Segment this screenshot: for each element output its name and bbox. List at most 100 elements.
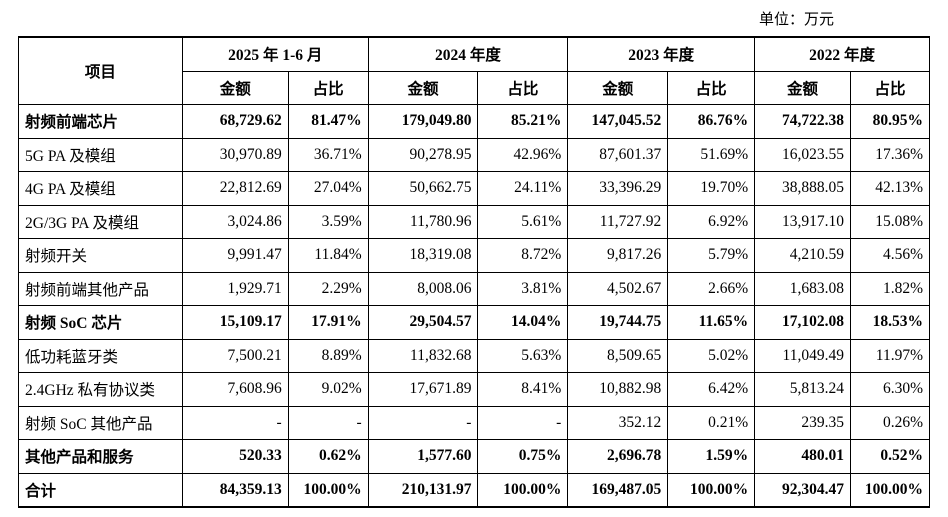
table-header: 项目 2025 年 1-6 月 2024 年度 2023 年度 2022 年度 金额占… [18, 36, 931, 105]
cell: 11.65% [667, 305, 756, 340]
row-label: 射频开关 [18, 238, 183, 273]
cell: 19,744.75 [567, 305, 669, 340]
cell: 17.36% [849, 137, 931, 172]
cell: 17.91% [287, 305, 369, 340]
cell: 19.70% [667, 171, 756, 206]
cell: 179,049.80 [367, 104, 479, 139]
cell: 51.69% [667, 137, 756, 172]
cell: 15,109.17 [181, 305, 289, 340]
cell: 85.21% [477, 104, 569, 139]
cell: 1.59% [667, 439, 756, 474]
cell: 9,991.47 [181, 238, 289, 273]
cell: 100.00% [849, 472, 931, 508]
header-row: 金额 占比 金额 占比 金额 占比 金额 占比 [19, 70, 931, 105]
row-label: 合计 [18, 472, 183, 508]
column-header: 占比 [849, 70, 931, 105]
unit-note: 单位：万元 [758, 12, 834, 28]
table-row: 射频前端芯片 68,729.62 81.47% 179,049.80 85.21% 147… [18, 104, 931, 139]
cell: 0.52% [849, 439, 931, 474]
cell: 90,278.95 [367, 137, 479, 172]
cell: - [367, 405, 479, 440]
cell: 27.04% [287, 171, 369, 206]
period-header: 2025 年 1-6 月 [181, 36, 369, 72]
cell: 11.97% [849, 338, 931, 373]
cell: 18,319.08 [367, 238, 479, 273]
column-header: 金额 [567, 70, 669, 105]
column-header: 占比 [477, 70, 569, 105]
cell: 0.21% [667, 405, 756, 440]
cell: 147,045.52 [567, 104, 669, 139]
cell: 5.61% [477, 204, 569, 239]
row-label: 射频前端其他产品 [18, 271, 183, 306]
cell: 15.08% [849, 204, 931, 239]
period-header: 2024 年度 [367, 36, 569, 72]
cell: 8.72% [477, 238, 569, 273]
table-row: 射频前端其他产品 1,929.71 2.29% 8,008.06 3.81% 4,502.… [18, 271, 931, 306]
cell: 6.92% [667, 204, 756, 239]
cell: 7,500.21 [181, 338, 289, 373]
cell: - [287, 405, 369, 440]
cell: 68,729.62 [181, 104, 289, 139]
cell: 24.11% [477, 171, 569, 206]
cell: - [477, 405, 569, 440]
cell: 6.42% [667, 372, 756, 407]
cell: 30,970.89 [181, 137, 289, 172]
cell: 1.82% [849, 271, 931, 306]
table-body: 射频前端芯片 68,729.62 81.47% 179,049.80 85.21% 147… [18, 104, 931, 508]
table-row: 2.4GHz 私有协议类 7,608.96 9.02% 17,671.89 8.41% 1… [18, 372, 931, 407]
table-row: 射频开关 9,991.47 11.84% 18,319.08 8.72% 9,817.26… [18, 238, 931, 273]
row-label: 低功耗蓝牙类 [18, 338, 183, 373]
cell: 10,882.98 [567, 372, 669, 407]
column-header: 占比 [287, 70, 369, 105]
cell: 11.84% [287, 238, 369, 273]
cell: 0.26% [849, 405, 931, 440]
cell: 8.89% [287, 338, 369, 373]
cell: 6.30% [849, 372, 931, 407]
row-label: 射频前端芯片 [18, 104, 183, 139]
cell: 5.02% [667, 338, 756, 373]
cell: 0.75% [477, 439, 569, 474]
cell: - [181, 405, 289, 440]
cell: 2,696.78 [567, 439, 669, 474]
column-header: 金额 [367, 70, 479, 105]
cell: 33,396.29 [567, 171, 669, 206]
cell: 11,049.49 [754, 338, 851, 373]
cell: 5.63% [477, 338, 569, 373]
cell: 8,509.65 [567, 338, 669, 373]
row-label: 5G PA 及模组 [18, 137, 183, 172]
cell: 4,210.59 [754, 238, 851, 273]
cell: 50,662.75 [367, 171, 479, 206]
cell: 36.71% [287, 137, 369, 172]
cell: 42.96% [477, 137, 569, 172]
header-row: 项目 2025 年 1-6 月 2024 年度 2023 年度 2022 年度 [18, 36, 930, 105]
cell: 22,812.69 [181, 171, 289, 206]
table-row: 射频 SoC 芯片 15,109.17 17.91% 29,504.57 14.04% 1… [18, 305, 931, 340]
cell: 84,359.13 [181, 472, 289, 508]
table-row: 合计 84,359.13 100.00% 210,131.97 100.00% 169,4… [18, 472, 931, 508]
period-header: 2023 年度 [567, 36, 756, 72]
cell: 87,601.37 [567, 137, 669, 172]
cell: 8.41% [477, 372, 569, 407]
cell: 13,917.10 [754, 204, 851, 239]
cell: 86.76% [667, 104, 756, 139]
period-header: 2022 年度 [754, 36, 930, 72]
cell: 80.95% [849, 104, 931, 139]
cell: 0.62% [287, 439, 369, 474]
cell: 100.00% [667, 472, 756, 508]
table-row: 射频 SoC 其他产品 - - - -352.12 0.21% 239.35 0.26% [18, 405, 931, 440]
cell: 520.33 [181, 439, 289, 474]
cell: 9.02% [287, 372, 369, 407]
cell: 5.79% [667, 238, 756, 273]
revenue-table: 项目 2025 年 1-6 月 2024 年度 2023 年度 2022 年度 金额占… [18, 36, 931, 508]
cell: 11,727.92 [567, 204, 669, 239]
cell: 11,832.68 [367, 338, 479, 373]
cell: 17,102.08 [754, 305, 851, 340]
column-header: 占比 [667, 70, 756, 105]
cell: 17,671.89 [367, 372, 479, 407]
cell: 18.53% [849, 305, 931, 340]
table-row: 2G/3G PA 及模组 3,024.86 3.59% 11,780.96 5.61% 1… [18, 204, 931, 239]
table-row: 5G PA 及模组 30,970.89 36.71% 90,278.95 42.96% 8… [18, 137, 931, 172]
table-row: 其他产品和服务 520.33 0.62% 1,577.60 0.75% 2,696.78 1… [18, 439, 931, 474]
cell: 169,487.05 [567, 472, 669, 508]
